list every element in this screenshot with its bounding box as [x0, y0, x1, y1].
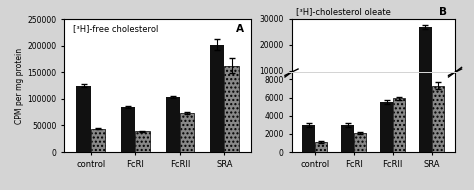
Bar — [354, 91, 366, 97]
Text: [³H]-cholesterol oleate: [³H]-cholesterol oleate — [296, 7, 392, 16]
Bar — [302, 89, 315, 97]
Bar — [419, 0, 432, 152]
Bar — [419, 27, 432, 97]
Bar — [393, 98, 405, 152]
Bar — [165, 97, 180, 152]
Bar — [315, 142, 328, 152]
Bar — [302, 125, 315, 152]
Bar — [341, 89, 354, 97]
Bar — [121, 107, 135, 152]
Text: A: A — [236, 24, 244, 34]
Bar — [180, 113, 194, 152]
Bar — [210, 44, 225, 152]
Bar — [432, 78, 444, 97]
Bar — [380, 83, 393, 97]
Text: [³H]-free cholesterol: [³H]-free cholesterol — [73, 24, 159, 33]
Text: B: B — [439, 7, 447, 17]
Bar — [354, 133, 366, 152]
Bar — [135, 131, 150, 152]
Bar — [393, 82, 405, 97]
Y-axis label: CPM per mg protein: CPM per mg protein — [16, 48, 25, 124]
Bar — [225, 66, 239, 152]
Bar — [315, 94, 328, 97]
Bar — [380, 102, 393, 152]
Bar — [432, 86, 444, 152]
Bar — [91, 129, 105, 152]
Bar — [341, 125, 354, 152]
Bar — [76, 86, 91, 152]
